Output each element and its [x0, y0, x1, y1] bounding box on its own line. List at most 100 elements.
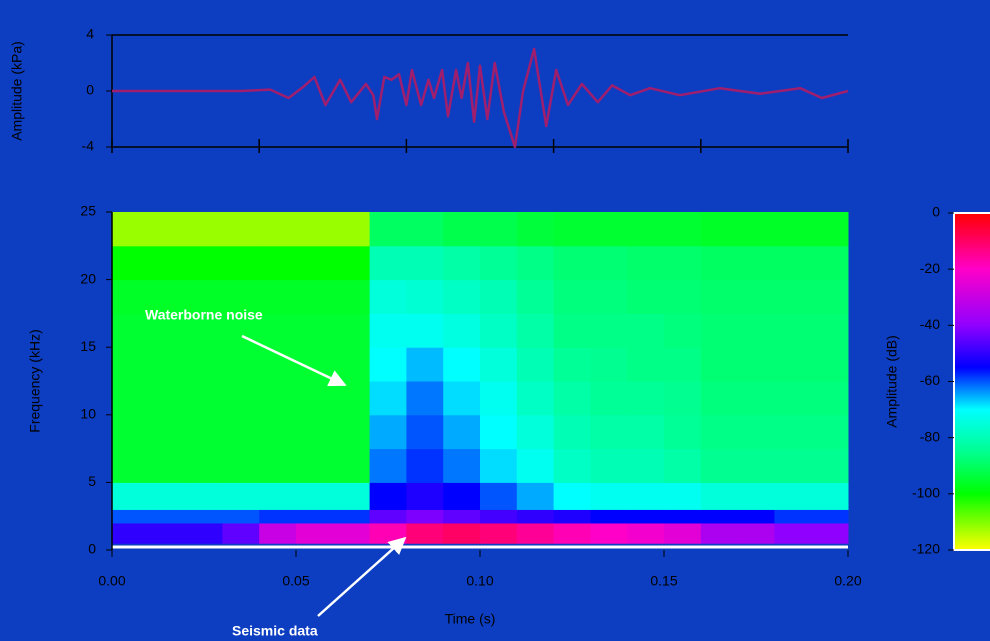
spectrogram-panel: 0 5 10 15 20 25 0.00 0.05 0.10 0.15 0.20 Time (s) Fr…: [27, 203, 990, 627]
heatmap-cell: [664, 414, 702, 450]
heatmap-cell: [296, 313, 334, 348]
heatmap-cell: [443, 313, 481, 348]
x-axis-label: Time (s): [445, 611, 496, 627]
x-tick-label: 0.05: [282, 573, 309, 589]
heatmap-cell: [627, 381, 665, 416]
heatmap-cell: [700, 347, 739, 382]
heatmap-cell: [737, 414, 775, 450]
y-tick-label: 10: [80, 406, 96, 422]
heatmap-cell: [112, 448, 150, 483]
heatmap-cell: [259, 212, 297, 247]
heatmap-cell: [185, 414, 223, 450]
heatmap-cell: [443, 279, 481, 314]
heatmap-cell: [627, 509, 665, 524]
heatmap-cell: [259, 522, 297, 544]
heatmap-cell: [700, 522, 739, 544]
heatmap-cell: [222, 381, 260, 416]
heatmap-cell: [148, 212, 187, 247]
heatmap-cell: [406, 212, 444, 247]
colorbar-tick-label: 0: [932, 204, 940, 220]
heatmap-cell: [369, 448, 407, 483]
heatmap-cell: [480, 279, 518, 314]
heatmap-cell: [737, 279, 775, 314]
heatmap-cell: [148, 482, 187, 510]
heatmap-cell: [443, 381, 481, 416]
heatmap-cell: [259, 448, 297, 483]
heatmap-cell: [811, 522, 849, 544]
heatmap-cell: [332, 482, 371, 510]
heatmap-cell: [516, 482, 555, 510]
heatmap-cell: [148, 279, 187, 314]
heatmap-cell: [259, 509, 297, 524]
heatmap-cell: [774, 212, 812, 247]
heatmap-cell: [590, 509, 628, 524]
heatmap-cell: [148, 509, 187, 524]
heatmap-cell: [774, 279, 812, 314]
heatmap-cell: [553, 212, 591, 247]
heatmap-cell: [148, 347, 187, 382]
heatmap-cell: [664, 448, 702, 483]
heatmap-cell: [627, 313, 665, 348]
heatmap-cell: [222, 414, 260, 450]
heatmap-cell: [406, 522, 444, 544]
heatmap-cell: [369, 509, 407, 524]
heatmap-cell: [406, 414, 444, 450]
heatmap-cell: [443, 245, 481, 281]
heatmap-cell: [480, 212, 518, 247]
heatmap-cell: [516, 381, 555, 416]
colorbar-tick-label: -100: [912, 485, 940, 501]
y-tick-label: 4: [86, 26, 94, 42]
heatmap-cell: [296, 212, 334, 247]
heatmap-cell: [296, 522, 334, 544]
heatmap-cell: [112, 245, 150, 281]
heatmap-cell: [406, 381, 444, 416]
heatmap-cell: [332, 414, 371, 450]
heatmap-cell: [774, 509, 812, 524]
heatmap-cell: [185, 347, 223, 382]
heatmap-cell: [332, 448, 371, 483]
y-tick-label: 0: [86, 82, 94, 98]
heatmap-cell: [148, 245, 187, 281]
y-axis-label: Frequency (kHz): [27, 329, 43, 432]
heatmap-cell: [664, 509, 702, 524]
heatmap-cell: [811, 212, 849, 247]
heatmap-cell: [516, 448, 555, 483]
heatmap-cell: [148, 381, 187, 416]
heatmap-cell: [185, 245, 223, 281]
heatmap-cell: [332, 522, 371, 544]
heatmap-cell: [627, 279, 665, 314]
heatmap-cell: [774, 522, 812, 544]
heatmap-cell: [664, 279, 702, 314]
heatmap-cell: [480, 448, 518, 483]
heatmap-cell: [406, 448, 444, 483]
colorbar-tick-label: -120: [912, 541, 940, 557]
heatmap-cell: [222, 212, 260, 247]
heatmap-cell: [296, 448, 334, 483]
waveform-line: [112, 47, 849, 149]
heatmap-cell: [811, 279, 849, 314]
x-tick-label: 0.20: [834, 573, 861, 589]
heatmap-cell: [369, 482, 407, 510]
heatmap-cell: [516, 509, 555, 524]
heatmap-cell: [332, 509, 371, 524]
colorbar: [953, 212, 990, 551]
heatmap-cell: [222, 347, 260, 382]
heatmap-cell: [112, 381, 150, 416]
heatmap-cell: [774, 414, 812, 450]
y-tick-label: -4: [82, 138, 95, 154]
heatmap-cell: [811, 448, 849, 483]
heatmap-cell: [296, 279, 334, 314]
x-tick-label: 0.15: [650, 573, 677, 589]
heatmap-cell: [553, 279, 591, 314]
colorbar-tick-label: -60: [920, 372, 940, 388]
y-tick-label: 20: [80, 270, 96, 286]
heatmap-cell: [700, 381, 739, 416]
heatmap-cell: [296, 381, 334, 416]
annotation: Waterborne noise: [145, 307, 263, 323]
heatmap-cell: [369, 212, 407, 247]
heatmap-cell: [112, 279, 150, 314]
heatmap-cell: [443, 347, 481, 382]
heatmap-cell: [185, 279, 223, 314]
heatmap-cell: [627, 414, 665, 450]
heatmap-cell: [112, 313, 150, 348]
